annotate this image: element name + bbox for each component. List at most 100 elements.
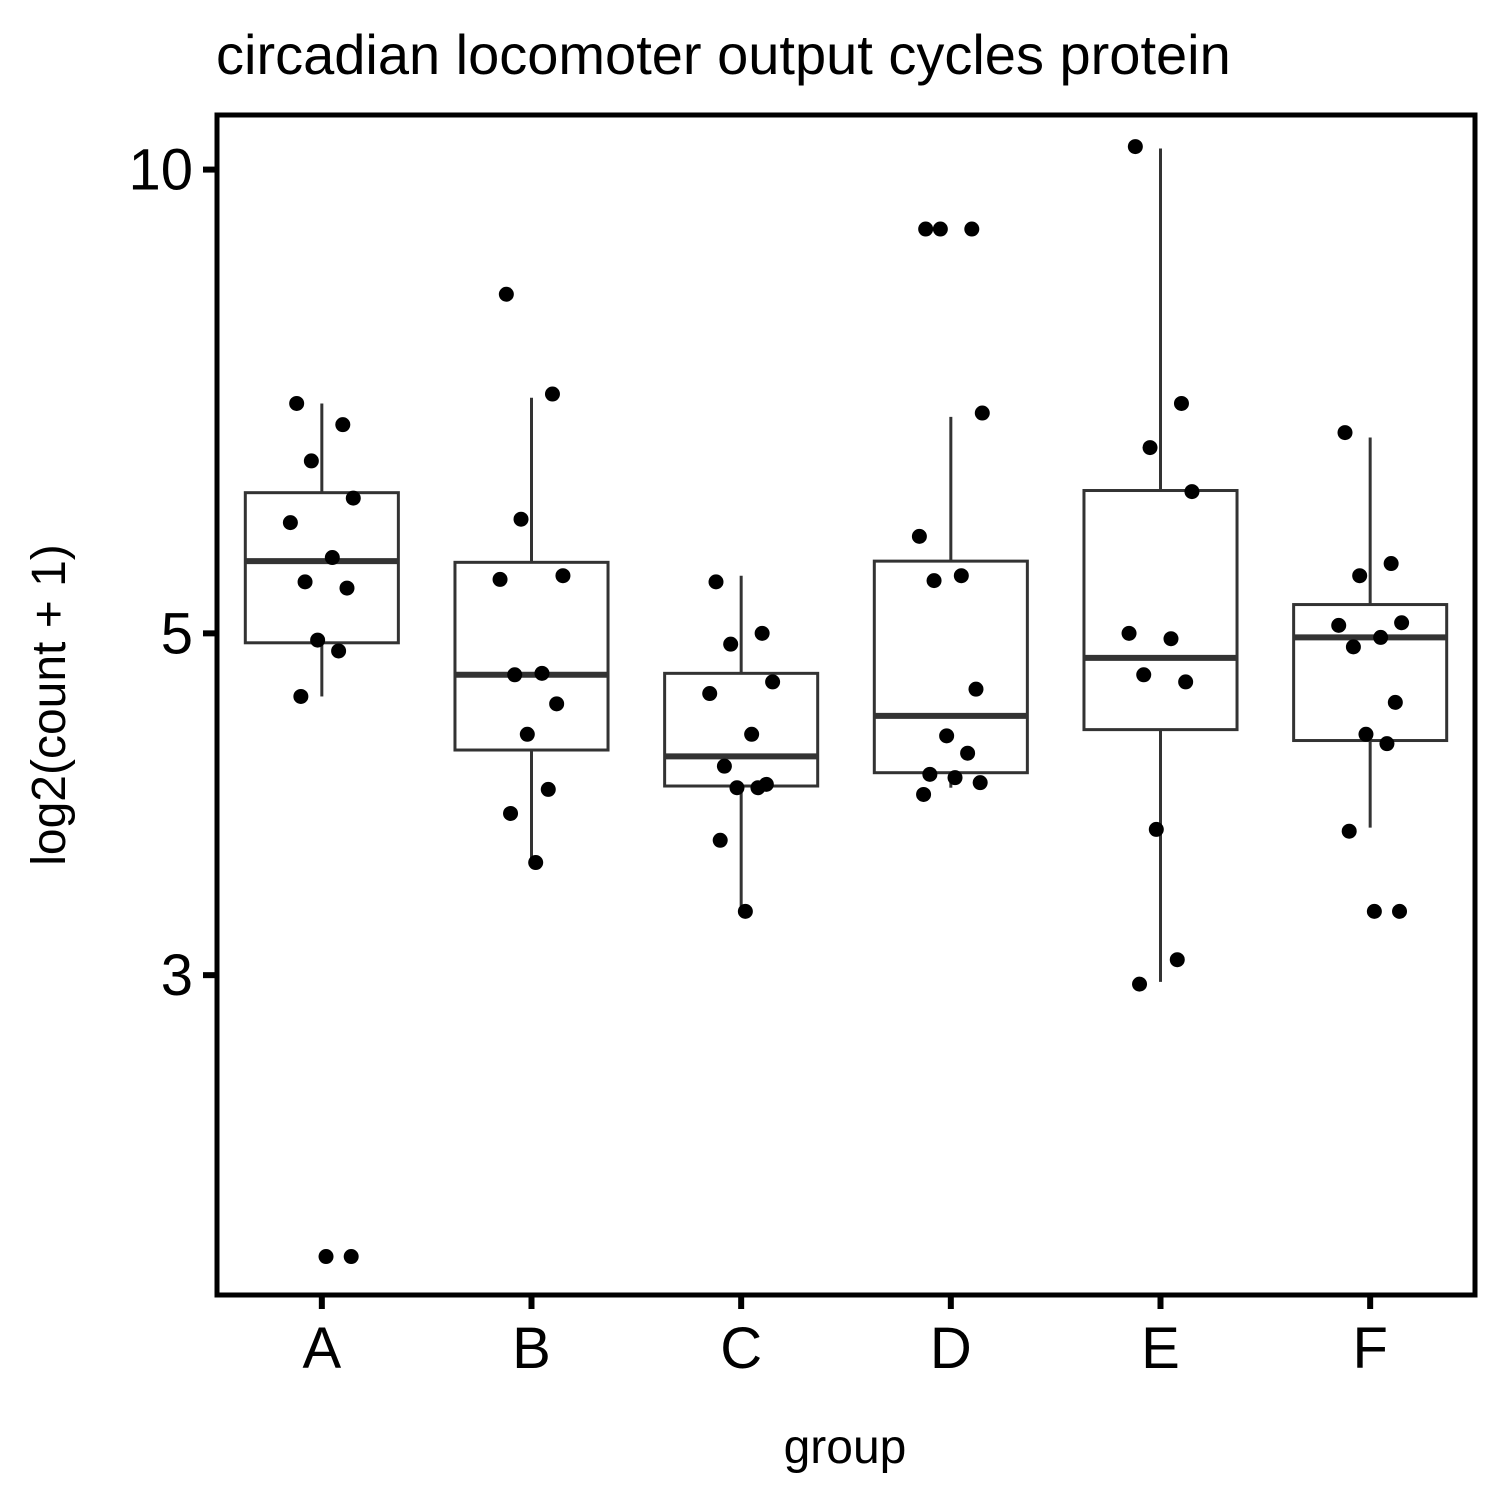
data-point-A: [289, 395, 305, 411]
data-point-D: [916, 786, 932, 802]
data-point-E: [1178, 674, 1194, 690]
data-point-E: [1136, 667, 1152, 683]
data-point-B: [492, 571, 508, 587]
data-point-E: [1173, 395, 1189, 411]
data-point-B: [544, 386, 560, 402]
data-point-B: [555, 568, 571, 584]
data-point-E: [1148, 821, 1164, 837]
data-point-A: [339, 580, 355, 596]
data-point-A: [345, 490, 361, 506]
x-tick-label: C: [720, 1316, 762, 1381]
y-tick-label: 5: [161, 601, 193, 666]
data-point-B: [528, 855, 544, 871]
data-point-B: [540, 781, 556, 797]
x-tick-label: D: [930, 1316, 972, 1381]
data-point-F: [1352, 568, 1368, 584]
data-point-A: [282, 515, 298, 531]
data-point-D: [911, 528, 927, 544]
y-axis-title: log2(count + 1): [23, 544, 76, 866]
data-point-F: [1341, 823, 1357, 839]
data-point-F: [1387, 694, 1403, 710]
data-point-F: [1373, 629, 1389, 645]
data-point-B: [498, 286, 514, 302]
data-point-A: [310, 632, 326, 648]
data-point-D: [926, 573, 942, 589]
data-point-D: [953, 568, 969, 584]
data-point-C: [723, 636, 739, 652]
data-point-A: [303, 453, 319, 469]
data-point-D: [932, 221, 948, 237]
data-point-B: [503, 805, 519, 821]
box-E: [1082, 148, 1239, 982]
data-point-A: [343, 1249, 359, 1265]
x-tick-label: F: [1352, 1316, 1387, 1381]
panel-border: [214, 112, 1478, 1298]
box-A: [243, 403, 400, 697]
data-point-B: [534, 665, 550, 681]
box-body-B: [453, 560, 610, 752]
data-point-F: [1337, 425, 1353, 441]
data-point-F: [1358, 726, 1374, 742]
box-body-C: [663, 671, 820, 788]
data-point-A: [318, 1249, 334, 1265]
x-axis-title: group: [784, 1421, 907, 1474]
data-point-E: [1132, 976, 1148, 992]
data-point-D: [922, 766, 938, 782]
data-point-B: [519, 726, 535, 742]
data-point-D: [947, 770, 963, 786]
data-point-A: [297, 574, 313, 590]
data-point-B: [507, 667, 523, 683]
data-point-E: [1142, 440, 1158, 456]
data-point-D: [968, 681, 984, 697]
data-point-D: [939, 728, 955, 744]
x-tick-label: A: [302, 1316, 341, 1381]
data-point-F: [1383, 556, 1399, 572]
data-point-A: [293, 688, 309, 704]
data-point-B: [513, 511, 529, 527]
box-B: [453, 397, 610, 859]
box-C: [663, 575, 820, 912]
data-point-C: [712, 832, 728, 848]
data-point-C: [744, 726, 760, 742]
data-point-A: [335, 417, 351, 433]
data-point-C: [702, 686, 718, 702]
data-point-F: [1331, 617, 1347, 633]
x-tick-label: B: [512, 1316, 551, 1381]
y-tick-label: 3: [161, 943, 193, 1008]
box-F: [1292, 437, 1449, 828]
data-point-F: [1394, 615, 1410, 631]
data-point-A: [324, 550, 340, 566]
data-point-D: [974, 405, 990, 421]
data-point-F: [1345, 639, 1361, 655]
data-point-E: [1121, 625, 1137, 641]
data-point-F: [1379, 736, 1395, 752]
data-point-D: [972, 775, 988, 791]
data-point-C: [750, 780, 766, 796]
data-point-E: [1163, 631, 1179, 647]
data-point-C: [729, 780, 745, 796]
y-tick-label: 10: [128, 138, 193, 203]
data-point-F: [1366, 903, 1382, 919]
data-point-A: [331, 643, 347, 659]
data-point-D: [918, 221, 934, 237]
data-point-F: [1392, 903, 1408, 919]
box-body-E: [1082, 489, 1239, 732]
data-point-C: [737, 903, 753, 919]
data-point-E: [1127, 139, 1143, 155]
data-point-E: [1184, 484, 1200, 500]
data-point-C: [765, 674, 781, 690]
x-tick-label: E: [1141, 1316, 1180, 1381]
data-point-C: [716, 758, 732, 774]
chart-title: circadian locomoter output cycles protei…: [216, 23, 1231, 86]
box-body-A: [243, 491, 400, 645]
plot-area: [243, 139, 1449, 1265]
data-point-B: [549, 696, 565, 712]
data-point-D: [960, 745, 976, 761]
data-point-D: [964, 221, 980, 237]
box-body-F: [1292, 603, 1449, 743]
data-point-E: [1169, 952, 1185, 968]
axes: 3 5 10 A B C D E F: [128, 138, 1387, 1381]
data-point-C: [754, 625, 770, 641]
data-point-C: [708, 574, 724, 590]
